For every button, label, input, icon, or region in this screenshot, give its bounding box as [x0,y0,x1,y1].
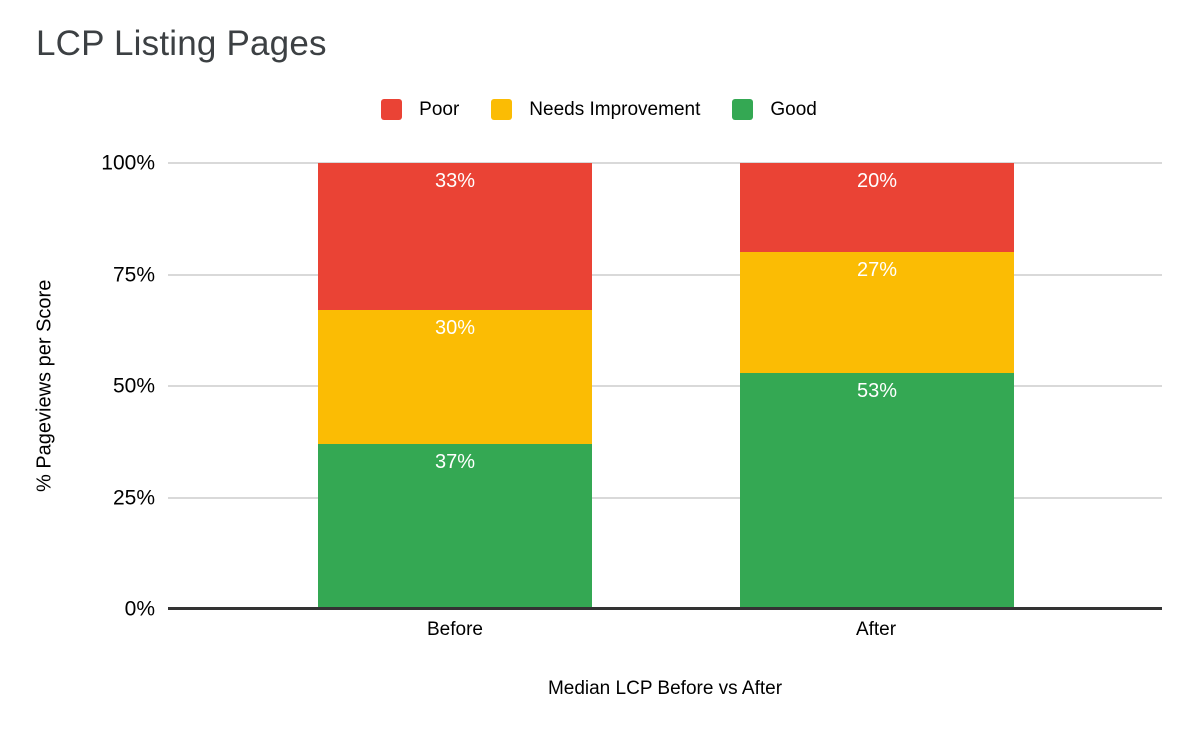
y-tick-100: 100% [101,151,155,175]
legend-swatch-needs-improvement [491,99,513,120]
segment-good-before: 37% [318,443,592,609]
segment-needs-improvement-before: 30% [318,310,592,444]
legend-label-good: Good [770,99,817,120]
segment-poor-before: 33% [318,163,592,311]
y-axis-title: % Pageviews per Score [33,279,56,493]
x-axis-line [168,607,1162,610]
y-tick-50: 50% [112,374,155,398]
legend-label-poor: Poor [419,99,460,120]
plot-area: 0% 25% 50% 75% 100% 33% 30% 37% 20% 27% … [101,153,1162,620]
y-tick-0: 0% [124,597,155,621]
segment-value-label: 37% [434,450,476,473]
y-tick-25: 25% [112,486,155,509]
x-category-after: After [855,619,897,640]
legend-item-needs-improvement: Needs Improvement [491,99,700,120]
segment-value-label: 30% [434,317,476,340]
legend-item-good: Good [732,99,817,120]
x-axis-title: Median LCP Before vs After [547,678,783,699]
segment-needs-improvement-after: 27% [740,252,1014,373]
gridline-75 [168,273,1162,276]
gridline-100 [168,162,1162,164]
y-tick-75: 75% [112,263,155,286]
segment-value-label: 53% [856,379,898,402]
segment-value-label: 20% [856,170,898,192]
segment-poor-after: 20% [740,163,1014,253]
legend-item-poor: Poor [381,99,459,120]
legend-swatch-poor [381,99,403,120]
x-category-labels: Before After [168,620,1162,644]
gridline-25 [168,496,1162,499]
legend: Poor Needs Improvement Good [0,99,1198,120]
segment-good-after: 53% [740,372,1014,609]
legend-swatch-good [732,99,754,120]
stacked-bar-after: 20% 27% 53% [740,163,1014,609]
segment-value-label: 33% [434,170,476,192]
gridline-50 [168,385,1162,387]
segment-value-label: 27% [856,259,898,282]
legend-label-needs-improvement: Needs Improvement [529,99,701,120]
x-category-before: Before [427,619,483,640]
stacked-bar-before: 33% 30% 37% [318,163,592,609]
chart-title: LCP Listing Pages [36,24,327,63]
